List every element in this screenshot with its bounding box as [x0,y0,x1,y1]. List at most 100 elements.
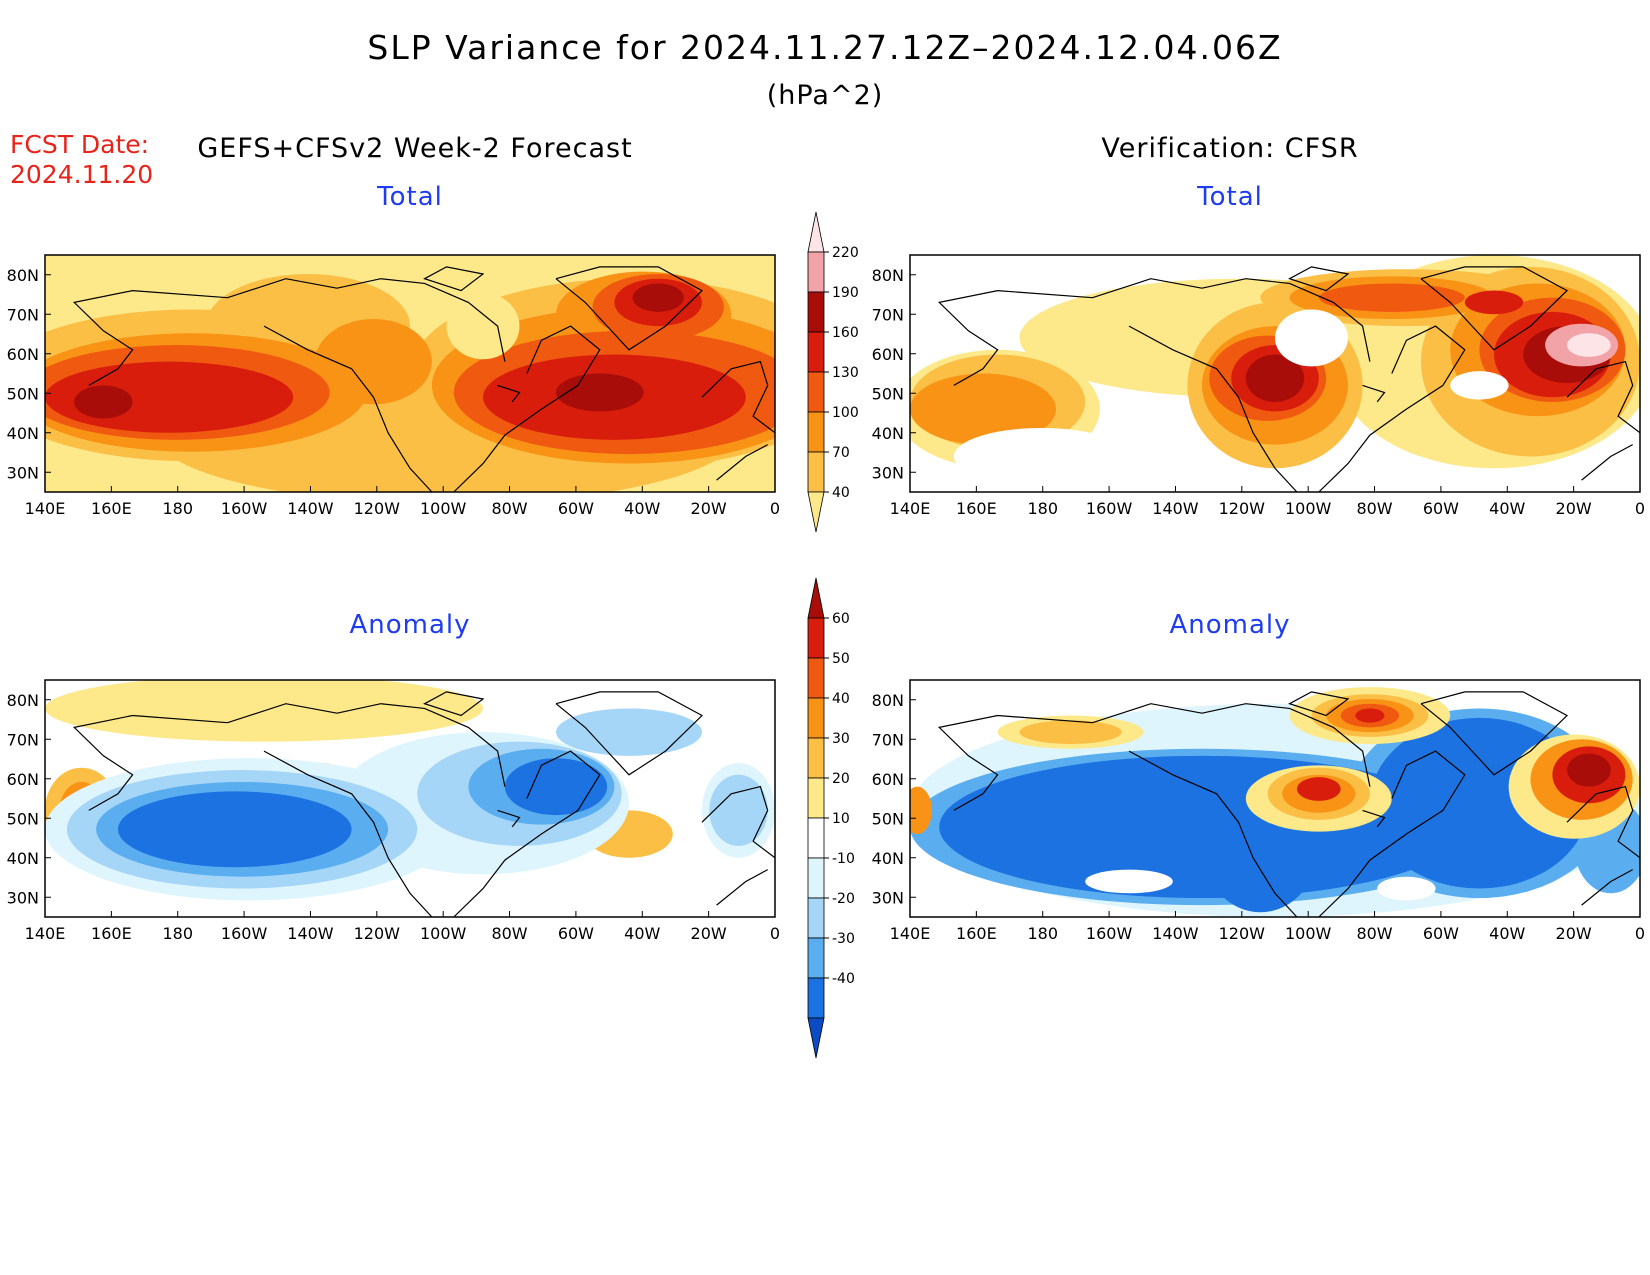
contour-region [1450,371,1509,400]
coastline [716,444,768,481]
coastline [263,325,433,492]
contour-region [910,373,1056,445]
lon-tick-label: 140E [890,924,931,943]
contour-region [1567,333,1611,357]
lon-tick-label: 180 [1027,924,1058,943]
colorbar-segment [807,897,825,939]
colorbar-segment [807,697,825,739]
lon-tick-label: 160W [1086,924,1133,943]
lon-tick-label: 60W [558,499,594,518]
colorbar-label: 160 [832,325,859,341]
colorbar-segment [807,657,825,699]
colorbar-segment [807,617,825,659]
lat-tick-label: 40N [7,424,39,443]
lon-tick-label: 140W [1152,924,1199,943]
lon-tick-label: 80W [491,924,527,943]
coastline [1566,360,1640,434]
colorbar-label: 220 [832,245,859,261]
contour-region [1355,708,1385,723]
colorbar-segment [807,331,825,373]
coastline [1318,750,1466,917]
lon-tick-label: 60W [558,924,594,943]
lon-tick-label: 40W [624,924,660,943]
coastline [336,703,506,787]
lon-tick-label: 20W [691,499,727,518]
lon-tick-label: 100W [1285,924,1332,943]
verification-column-title: Verification: CFSR [1101,133,1359,164]
colorbar-label: 100 [832,405,859,421]
lon-tick-label: 140E [25,924,66,943]
coastline [555,266,704,351]
lon-tick-label: 120W [354,924,401,943]
colorbar-segment [807,857,825,899]
lon-tick-label: 20W [691,924,727,943]
lat-tick-label: 30N [7,888,39,907]
map-frame [44,254,776,493]
map-field-ft [45,255,775,492]
colorbar-label: 70 [832,445,850,461]
coastline [72,278,338,386]
lon-tick-label: 80W [491,499,527,518]
lon-tick-label: 120W [1219,924,1266,943]
contour-region [1318,283,1465,312]
verification-total-title: Total [1197,182,1263,212]
lat-tick-label: 80N [872,266,904,285]
coastline [453,750,601,917]
lon-tick-label: 120W [1219,499,1266,518]
lat-tick-label: 80N [872,691,904,710]
coastline [716,869,768,906]
contour-region [504,758,608,816]
coastline [1420,266,1569,351]
colorbar-segment [807,411,825,453]
contour-region [1596,680,1640,704]
coastline [555,691,704,776]
coastline [1420,691,1569,776]
contour-region [1245,354,1305,402]
map-field-va [910,680,1640,917]
lat-tick-label: 80N [7,266,39,285]
lon-tick-label: 140W [287,499,334,518]
coastline [1566,785,1640,859]
colorbar-label: -20 [832,891,855,907]
lon-tick-label: 0 [1635,924,1645,943]
contour-region [1377,876,1436,901]
lon-tick-label: 160W [221,924,268,943]
forecast-column-title: GEFS+CFSv2 Week-2 Forecast [197,133,633,164]
contour-region [118,791,352,868]
lon-tick-label: 40W [1489,924,1525,943]
contour-region [556,373,644,412]
lon-tick-label: 80W [1356,499,1392,518]
contour-region [1275,309,1348,367]
contour-region [315,318,432,405]
contour-region [1296,777,1341,801]
lon-tick-label: 0 [770,924,780,943]
lon-tick-label: 60W [1423,924,1459,943]
colorbar-label: 40 [832,691,850,707]
coastline [497,809,521,828]
lon-tick-label: 160W [221,499,268,518]
colorbar-label: -30 [832,931,855,947]
forecast-date-value: 2024.11.20 [10,160,154,189]
lon-tick-label: 60W [1423,499,1459,518]
lon-tick-label: 100W [1285,499,1332,518]
lat-tick-label: 70N [7,305,39,324]
lat-tick-label: 70N [7,730,39,749]
lon-tick-label: 160E [91,499,132,518]
colorbar-label: -10 [832,851,855,867]
lat-tick-label: 30N [7,463,39,482]
lat-tick-label: 50N [7,384,39,403]
lon-tick-label: 160E [956,499,997,518]
lat-tick-label: 80N [7,691,39,710]
coastline [1201,278,1371,362]
lat-tick-label: 40N [872,424,904,443]
lat-tick-label: 60N [7,770,39,789]
lon-tick-label: 180 [162,499,193,518]
colorbar-label: 40 [832,485,850,501]
lon-tick-label: 100W [420,499,467,518]
lon-tick-label: 0 [1635,499,1645,518]
coastline [423,691,485,717]
colorbar-label: 10 [832,811,850,827]
lat-tick-label: 40N [7,849,39,868]
